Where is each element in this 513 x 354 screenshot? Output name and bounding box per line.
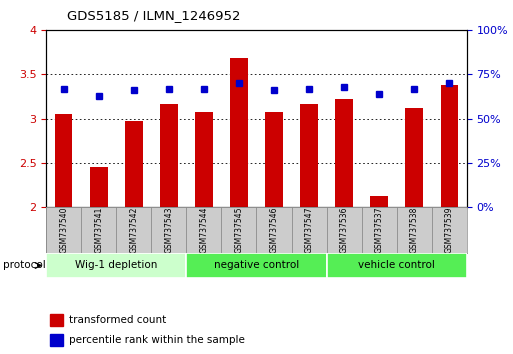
Bar <box>46 207 81 253</box>
Bar <box>336 99 353 207</box>
Bar <box>291 207 327 253</box>
Bar <box>222 207 256 253</box>
Text: GSM737542: GSM737542 <box>129 207 139 253</box>
Bar <box>432 207 467 253</box>
Text: GSM737536: GSM737536 <box>340 207 349 253</box>
Bar <box>265 113 283 207</box>
Text: protocol: protocol <box>3 261 45 270</box>
Bar <box>46 253 186 278</box>
Text: GSM737540: GSM737540 <box>59 207 68 253</box>
Bar <box>370 195 388 207</box>
Bar <box>405 108 423 207</box>
Text: GSM737547: GSM737547 <box>305 207 313 253</box>
Text: GSM737538: GSM737538 <box>410 207 419 253</box>
Bar <box>90 167 108 207</box>
Bar <box>256 207 291 253</box>
Bar <box>300 103 318 207</box>
Bar <box>50 334 63 346</box>
Bar <box>151 207 186 253</box>
Text: GSM737543: GSM737543 <box>164 207 173 253</box>
Text: GSM737546: GSM737546 <box>269 207 279 253</box>
Bar <box>81 207 116 253</box>
Bar <box>362 207 397 253</box>
Bar <box>195 112 213 207</box>
Text: percentile rank within the sample: percentile rank within the sample <box>69 335 245 345</box>
Bar <box>327 207 362 253</box>
Bar <box>160 103 177 207</box>
Bar <box>186 253 327 278</box>
Bar <box>55 114 72 207</box>
Text: transformed count: transformed count <box>69 315 167 325</box>
Bar <box>397 207 432 253</box>
Bar <box>116 207 151 253</box>
Bar <box>50 314 63 326</box>
Bar <box>441 85 458 207</box>
Text: GSM737545: GSM737545 <box>234 207 244 253</box>
Text: GDS5185 / ILMN_1246952: GDS5185 / ILMN_1246952 <box>67 9 241 22</box>
Bar <box>230 58 248 207</box>
Text: vehicle control: vehicle control <box>358 261 435 270</box>
Text: negative control: negative control <box>214 261 299 270</box>
Bar <box>125 121 143 207</box>
Text: GSM737544: GSM737544 <box>200 207 208 253</box>
Text: GSM737539: GSM737539 <box>445 207 454 253</box>
Text: Wig-1 depletion: Wig-1 depletion <box>75 261 157 270</box>
Text: GSM737537: GSM737537 <box>374 207 384 253</box>
Bar <box>186 207 222 253</box>
Bar <box>327 253 467 278</box>
Text: GSM737541: GSM737541 <box>94 207 103 253</box>
